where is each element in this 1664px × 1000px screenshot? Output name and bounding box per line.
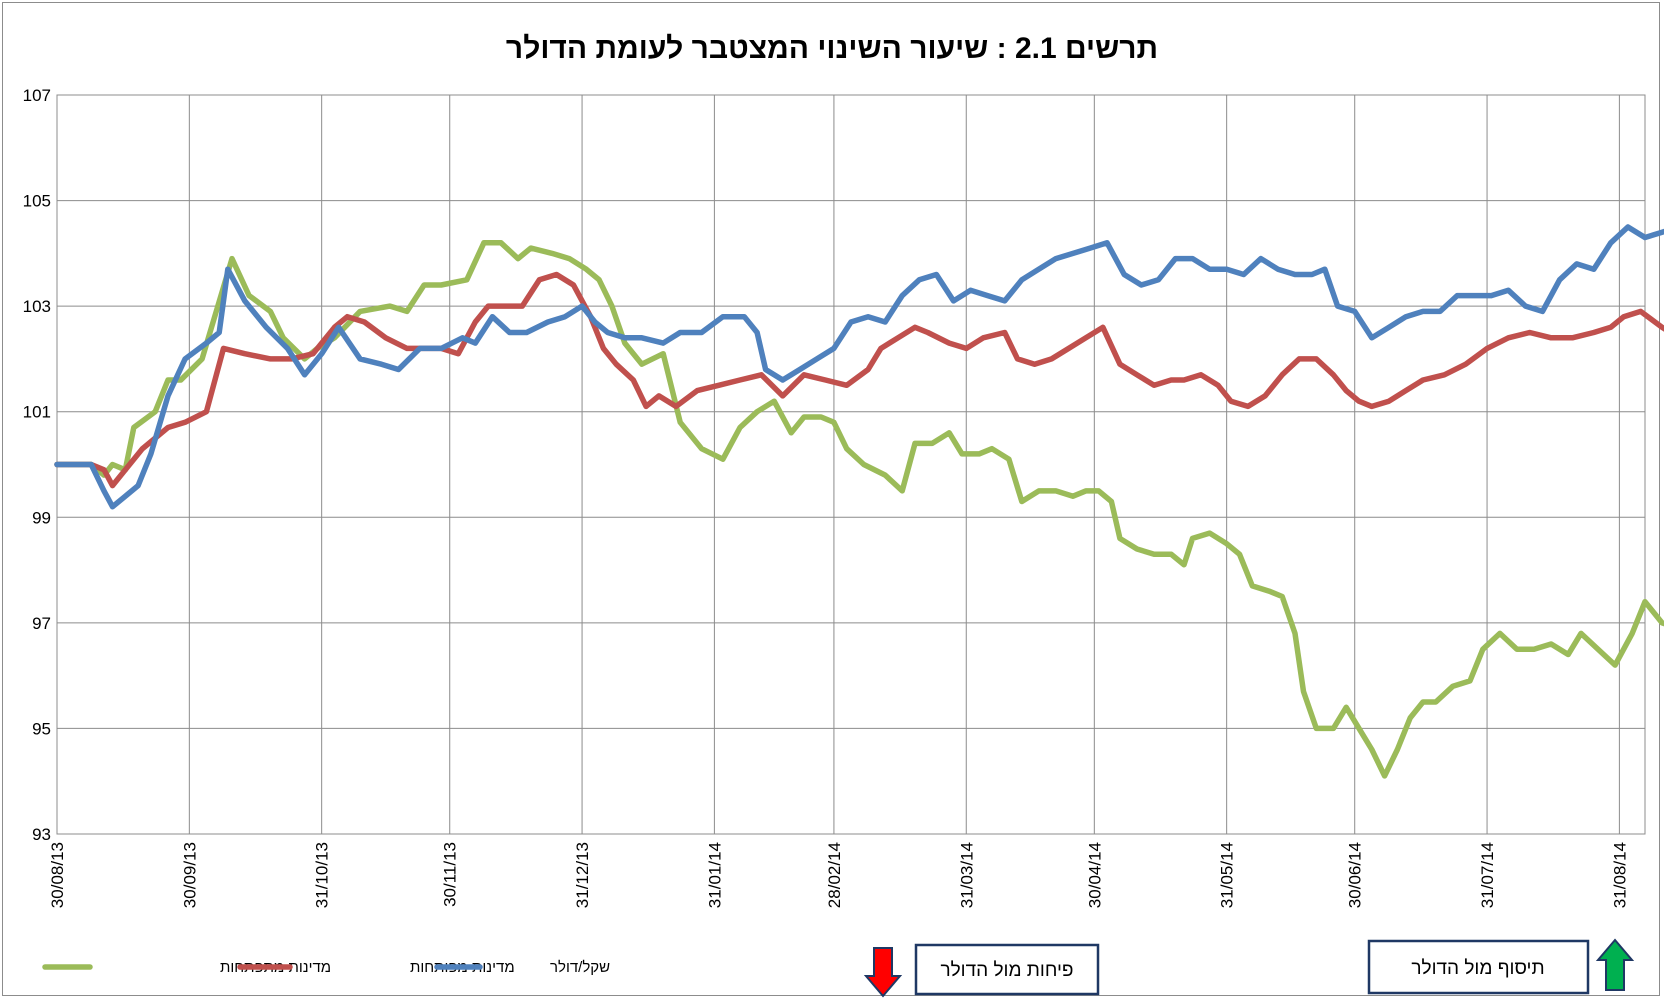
up-box (1367, 939, 1590, 995)
x-tick-label: 31/08/14 (1610, 842, 1629, 908)
x-tick-label: 31/10/13 (313, 842, 332, 908)
y-tick-label: 105 (23, 192, 51, 211)
down-box (914, 943, 1100, 996)
series-line-1 (54, 271, 1664, 489)
chart-title: תרשים 2.1 : שיעור השינוי המצטבר לעומת הד… (506, 32, 1158, 65)
axis-labels: 93 95 97 99 101 103 105 107 30/08/13 30/09/13 31/1… (23, 86, 1630, 908)
x-tick-label: 30/06/14 (1346, 842, 1365, 908)
y-tick-label: 93 (32, 825, 51, 844)
x-tick-label: 30/09/13 (180, 842, 199, 908)
grid (56, 94, 1646, 835)
x-tick-label: 30/04/14 (1085, 842, 1104, 908)
x-tick-label: 30/11/13 (441, 842, 460, 907)
up-box-label: תיסוף מול הדולר (1411, 958, 1544, 979)
up-arrow-icon (1595, 938, 1635, 991)
x-tick-label: 31/05/14 (1218, 842, 1237, 908)
annotation-boxes: פיחות מול הדולר תיסוף מול הדולר (863, 938, 1635, 998)
series-layer (54, 224, 1664, 779)
y-tick-label: 107 (23, 86, 51, 105)
x-tick-label: 30/08/13 (48, 842, 67, 908)
y-tick-label: 99 (32, 508, 51, 527)
down-arrow-icon (863, 947, 903, 998)
series-line-0 (54, 240, 1664, 779)
series-line-2 (54, 224, 1664, 510)
y-tick-label: 103 (23, 297, 51, 316)
x-tick-label: 31/12/13 (573, 842, 592, 908)
x-tick-label: 31/07/14 (1478, 842, 1497, 908)
y-tick-label: 101 (23, 403, 51, 422)
x-tick-label: 31/01/14 (705, 842, 724, 908)
x-tick-label: 28/02/14 (825, 842, 844, 908)
y-tick-label: 95 (32, 719, 51, 738)
x-tick-label: 31/03/14 (957, 842, 976, 908)
y-tick-label: 97 (32, 614, 51, 633)
legend: מדינות מתפתחותמדינות מפותחותשקל/דולר (42, 959, 610, 976)
down-box-label: פיחות מול הדולר (940, 960, 1073, 981)
legend-label-2: שקל/דולר (550, 959, 610, 976)
